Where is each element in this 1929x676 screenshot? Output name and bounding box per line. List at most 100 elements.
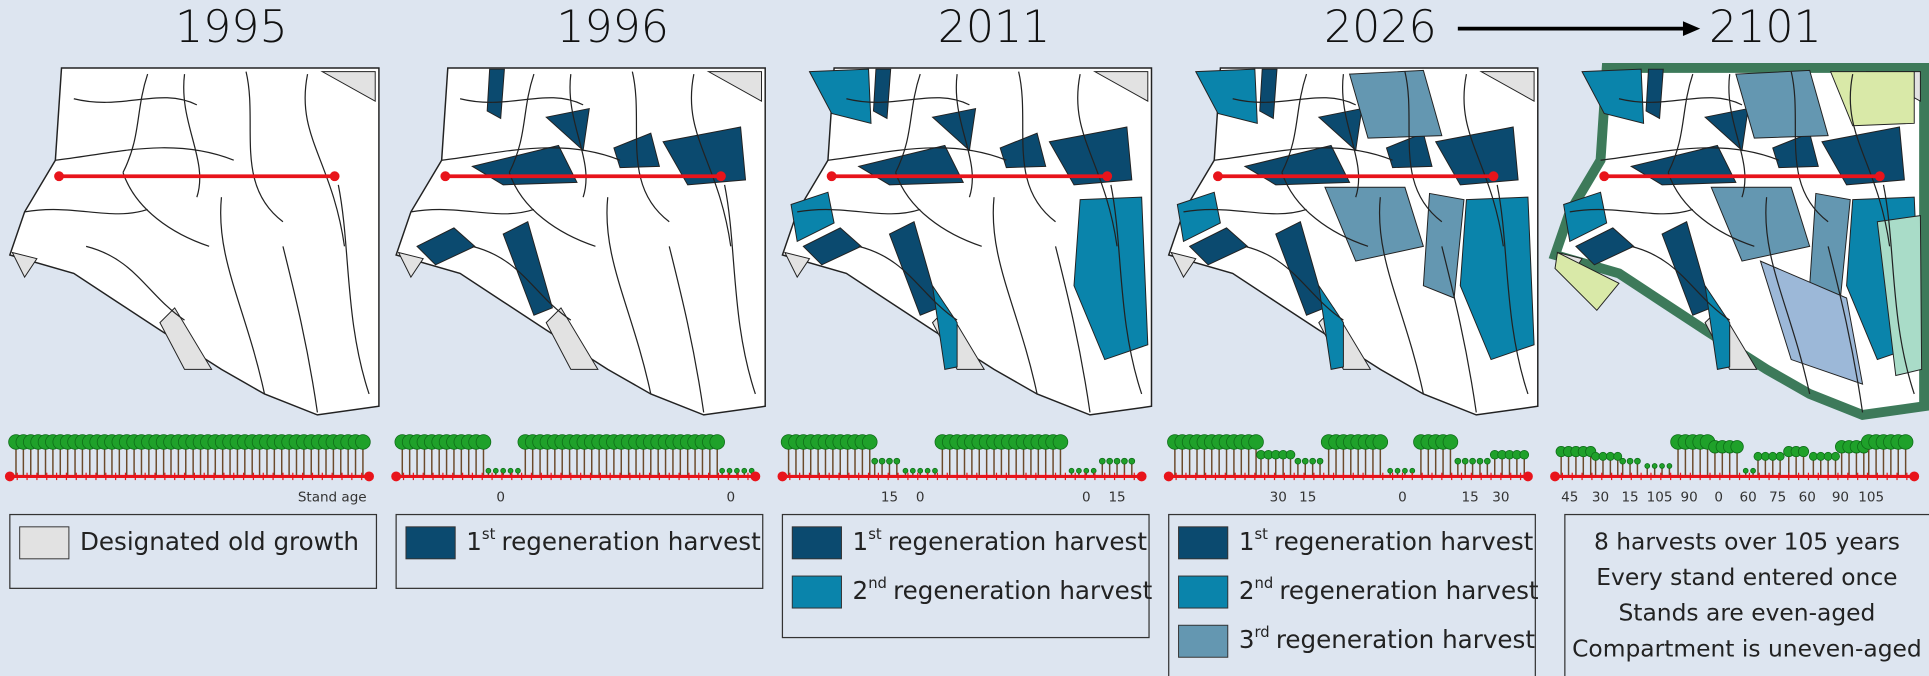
legend-text: regeneration harvest bbox=[888, 527, 1148, 556]
tree-crown bbox=[1652, 463, 1657, 468]
ordinal-suffix: nd bbox=[868, 575, 887, 592]
age-label: 105 bbox=[1647, 489, 1673, 505]
age-label: Stand age bbox=[298, 489, 367, 505]
transect-end bbox=[440, 171, 450, 181]
tree-crown bbox=[1373, 435, 1388, 450]
ordinal: 1 bbox=[466, 527, 482, 556]
tree-crown bbox=[1898, 435, 1913, 450]
tree-crown bbox=[727, 468, 732, 473]
profile-end bbox=[750, 471, 760, 481]
tree-crown bbox=[476, 435, 491, 450]
tree-crown bbox=[1462, 458, 1468, 464]
tree-crown bbox=[486, 468, 491, 473]
profile-end bbox=[391, 471, 401, 481]
legend-label: Designated old growth bbox=[80, 527, 359, 556]
tree-crown bbox=[1776, 452, 1784, 460]
legend-text: regeneration harvest bbox=[1274, 527, 1534, 556]
tree-crown bbox=[1477, 458, 1483, 464]
tree-crown bbox=[1484, 458, 1490, 464]
tree-crown bbox=[493, 468, 498, 473]
year-label: 1996 bbox=[556, 2, 669, 53]
legend-swatch bbox=[792, 527, 841, 559]
age-label: 0 bbox=[1398, 489, 1407, 505]
tree-crown bbox=[1310, 458, 1316, 464]
tree-crown bbox=[1388, 468, 1393, 473]
tree-crown bbox=[742, 468, 747, 473]
tree-crown bbox=[1620, 458, 1626, 464]
profile-end bbox=[1523, 471, 1533, 481]
tree-crown bbox=[910, 468, 915, 473]
ordinal: 1 bbox=[1239, 527, 1255, 556]
legend-label: 1stregeneration harvest bbox=[1239, 525, 1534, 556]
tree-crown bbox=[903, 468, 908, 473]
legend-text: regeneration harvest bbox=[502, 527, 762, 556]
tree-crown bbox=[1798, 446, 1808, 456]
tree-crown bbox=[925, 468, 930, 473]
tree-crown bbox=[1592, 452, 1600, 460]
tree-crown bbox=[710, 435, 725, 450]
transect-end bbox=[330, 171, 340, 181]
tree-crown bbox=[1295, 458, 1301, 464]
tree-crown bbox=[1302, 458, 1308, 464]
profile-end bbox=[778, 471, 788, 481]
tree-crown bbox=[1754, 452, 1762, 460]
tree-crown bbox=[1627, 458, 1633, 464]
tree-crown bbox=[887, 458, 893, 464]
tree-crown bbox=[1395, 468, 1400, 473]
tree-crown bbox=[1286, 450, 1295, 459]
tree-crown bbox=[1817, 452, 1825, 460]
tree-crown bbox=[1249, 435, 1264, 450]
tree-crown bbox=[879, 458, 885, 464]
note: Compartment is uneven-aged bbox=[1572, 634, 1922, 662]
note: 8 harvests over 105 years bbox=[1594, 527, 1900, 555]
tree-crown bbox=[1402, 468, 1407, 473]
age-label: 30 bbox=[1592, 489, 1609, 505]
age-label: 0 bbox=[916, 489, 925, 505]
profile-end bbox=[5, 471, 15, 481]
legend-swatch bbox=[792, 576, 841, 608]
tree-crown bbox=[720, 468, 725, 473]
profile-end bbox=[1550, 471, 1560, 481]
tree-crown bbox=[515, 468, 520, 473]
age-label: 15 bbox=[1299, 489, 1316, 505]
tree-crown bbox=[1599, 452, 1607, 460]
legend-swatch bbox=[1179, 625, 1228, 657]
tree-crown bbox=[1410, 468, 1415, 473]
tree-crown bbox=[1470, 458, 1476, 464]
legend-text: regeneration harvest bbox=[893, 576, 1153, 605]
legend-text: regeneration harvest bbox=[1276, 625, 1536, 654]
profile-end bbox=[364, 471, 374, 481]
transect-end bbox=[1213, 171, 1223, 181]
tree-crown bbox=[862, 435, 877, 450]
tree-crown bbox=[894, 458, 900, 464]
year-label: 1995 bbox=[175, 2, 288, 53]
tree-crown bbox=[1809, 452, 1817, 460]
tree-crown bbox=[1634, 458, 1640, 464]
tree-crown bbox=[1824, 452, 1832, 460]
transect-end bbox=[1489, 171, 1499, 181]
legend-label: 2ndregeneration harvest bbox=[1239, 575, 1539, 606]
tree-crown bbox=[1743, 468, 1748, 473]
transect-end bbox=[1599, 171, 1609, 181]
year-label: 2011 bbox=[938, 2, 1051, 53]
ordinal-suffix: st bbox=[868, 525, 882, 542]
age-label: 0 bbox=[496, 489, 505, 505]
age-label: 45 bbox=[1561, 489, 1578, 505]
tree-crown bbox=[1121, 458, 1127, 464]
tree-crown bbox=[1091, 468, 1096, 473]
legend-label: 1stregeneration harvest bbox=[853, 525, 1148, 556]
legend-swatch bbox=[1179, 576, 1228, 608]
ordinal: 2 bbox=[1239, 576, 1255, 605]
tree-crown bbox=[1455, 458, 1461, 464]
tree-crown bbox=[1831, 452, 1839, 460]
transect-end bbox=[1875, 171, 1885, 181]
transect-end bbox=[1102, 171, 1112, 181]
tree-crown bbox=[1129, 458, 1135, 464]
legend-label: 2ndregeneration harvest bbox=[853, 575, 1153, 606]
age-label: 0 bbox=[726, 489, 735, 505]
tree-crown bbox=[872, 458, 878, 464]
page: 1995 Stand age Designated old growth 1996 0 0… bbox=[0, 0, 1929, 676]
age-label: 30 bbox=[1492, 489, 1509, 505]
age-label: 15 bbox=[1108, 489, 1125, 505]
ordinal: 3 bbox=[1239, 625, 1255, 654]
